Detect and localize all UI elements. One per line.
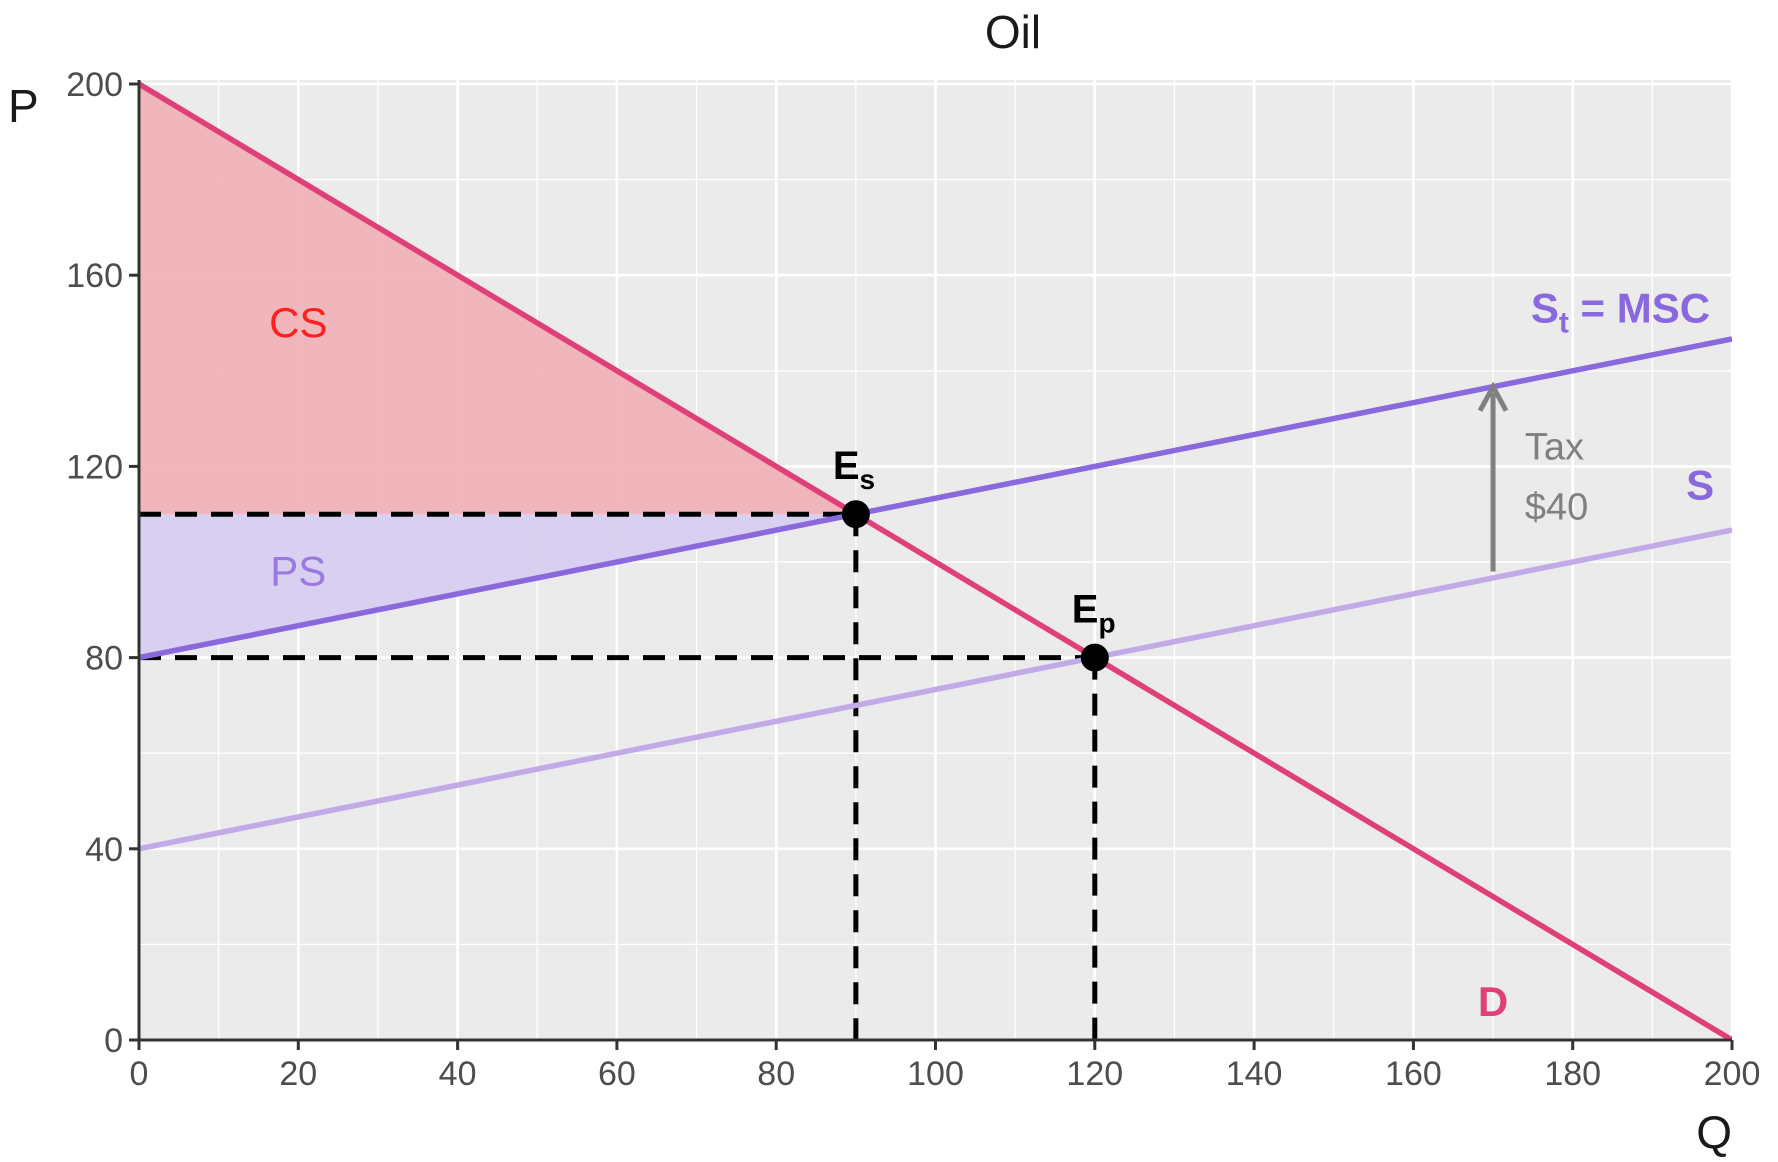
- tax-amount-label: $40: [1525, 486, 1588, 528]
- supply-label: S: [1686, 462, 1714, 509]
- cs-label: CS: [269, 299, 327, 346]
- ep-label: Ep: [1072, 588, 1116, 639]
- x-tick-label: 20: [279, 1055, 317, 1093]
- x-tick-label: 160: [1385, 1055, 1442, 1093]
- demand-curve: [139, 81, 1732, 1040]
- annotations: CS PS Tax $40 Es Ep St = MSC S D: [269, 285, 1714, 1025]
- y-tick-label: 160: [66, 257, 123, 295]
- x-tick-label: 0: [130, 1055, 149, 1093]
- y-tick-label: 80: [85, 640, 123, 678]
- x-tick-label: 140: [1226, 1055, 1283, 1093]
- supply_tax-curve: [139, 336, 1732, 661]
- supply-curve: [139, 527, 1732, 852]
- x-tick-label: 40: [439, 1055, 477, 1093]
- equilibrium-points: [841, 500, 1109, 672]
- es-label: Es: [833, 444, 875, 495]
- y-tick-label: 40: [85, 831, 123, 869]
- tax-arrow-head: [1477, 381, 1509, 412]
- es-point: [841, 500, 870, 529]
- ps-label: PS: [270, 548, 326, 595]
- x-tick-label: 120: [1066, 1055, 1123, 1093]
- x-tick-label: 200: [1704, 1055, 1761, 1093]
- chart-title: Oil: [985, 6, 1041, 58]
- axes: 0 20 40 60 80 100 120 140 160 180 200 0 40 80 120 160 20…: [66, 66, 1760, 1093]
- x-tick-label: 100: [907, 1055, 964, 1093]
- supply-tax-label: St = MSC: [1531, 285, 1710, 340]
- y-tick-label: 0: [104, 1022, 123, 1060]
- dashed-guides: [139, 511, 1098, 1040]
- x-tick-label: 180: [1544, 1055, 1601, 1093]
- x-tick-label: 60: [598, 1055, 636, 1093]
- tax-arrow-group: [1477, 381, 1509, 572]
- x-axis-label: Q: [1696, 1106, 1732, 1158]
- tax-label: Tax: [1525, 426, 1584, 468]
- ep-point: [1080, 643, 1109, 672]
- y-tick-label: 200: [66, 66, 123, 104]
- y-tick-label: 120: [66, 448, 123, 486]
- demand-label: D: [1478, 978, 1508, 1025]
- x-tick-label: 80: [757, 1055, 795, 1093]
- y-axis-label: P: [8, 80, 39, 132]
- curve-lines: [139, 81, 1732, 1040]
